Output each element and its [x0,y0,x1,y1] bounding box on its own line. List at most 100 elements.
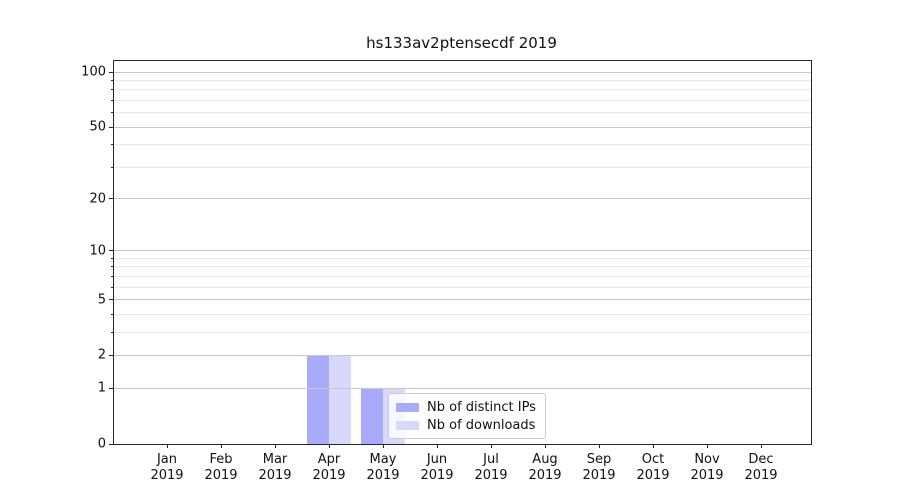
x-tick-month: Jun [426,452,448,467]
gridline-minor [114,266,811,268]
y-axis-minor-tick [111,313,113,315]
x-axis-tick [706,444,708,448]
y-axis-minor-tick [111,79,113,81]
x-axis-tick [436,444,438,448]
gridline-minor [114,166,811,168]
y-axis-tick [109,126,113,128]
x-tick-label: May 2019 [353,452,413,484]
y-axis-tick [109,299,113,301]
y-axis-minor-tick [111,275,113,277]
y-axis-tick [109,387,113,389]
x-tick-month: May [369,452,397,467]
x-axis-tick [166,444,168,448]
x-tick-year: 2019 [744,468,778,483]
x-tick-label: Sep 2019 [569,452,629,484]
y-tick-label: 10 [89,243,106,259]
x-tick-label: Dec 2019 [731,452,791,484]
x-tick-month: Nov [694,452,720,467]
gridline-major [114,126,811,128]
x-tick-year: 2019 [204,468,238,483]
x-tick-label: Jun 2019 [407,452,467,484]
legend-swatch-icon [396,402,419,412]
plot-area: 0 1 2 5 10 20 50 100 Jan 2019 Feb 2019 Mar 2019 Apr 201… [81,60,812,483]
x-tick-year: 2019 [582,468,616,483]
y-tick-label: 1 [97,380,106,396]
gridline-major [114,198,811,200]
x-tick-month: Oct [641,452,665,467]
y-tick-label: 5 [97,292,106,308]
x-axis-tick [544,444,546,448]
x-axis-tick [220,444,222,448]
x-tick-month: Feb [209,452,233,467]
bar-nb-of-distinct-ips-may [361,388,383,444]
x-tick-year: 2019 [366,468,400,483]
gridline-minor [114,144,811,146]
gridline-major [114,299,811,301]
x-tick-year: 2019 [528,468,562,483]
x-tick-label: Jan 2019 [137,452,197,484]
x-tick-year: 2019 [690,468,724,483]
x-tick-year: 2019 [150,468,184,483]
gridline-minor [114,112,811,114]
y-axis-minor-tick [111,166,113,168]
x-tick-label: Mar 2019 [245,452,305,484]
x-axis-tick [760,444,762,448]
x-tick-month: Jan [156,452,178,467]
x-tick-year: 2019 [258,468,292,483]
chart-title: hs133av2ptensecdf 2019 [366,34,557,52]
x-axis-tick [328,444,330,448]
gridline-minor [114,313,811,315]
y-axis-minor-tick [111,286,113,288]
gridline-minor [114,275,811,277]
y-axis-tick [109,198,113,200]
legend-label: Nb of downloads [427,417,536,433]
legend-item: Nb of downloads [396,416,536,434]
bar-nb-of-distinct-ips-apr [307,355,329,444]
x-axis-tick [598,444,600,448]
y-axis-tick [109,71,113,73]
gridline-minor [114,79,811,81]
y-axis-minor-tick [111,89,113,91]
x-tick-year: 2019 [636,468,670,483]
gridline-major [114,354,811,356]
y-tick-label: 20 [89,191,106,207]
legend-label: Nb of distinct IPs [427,399,536,415]
gridline-minor [114,257,811,259]
x-axis-tick [490,444,492,448]
gridline-major [114,71,811,73]
y-axis-minor-tick [111,331,113,333]
gridline-minor [114,99,811,101]
y-axis-tick [109,443,113,445]
bar-nb-of-downloads-apr [329,355,351,444]
x-tick-label: Nov 2019 [677,452,737,484]
x-axis-tick [652,444,654,448]
x-tick-month: Mar [262,452,288,467]
y-axis-minor-tick [111,112,113,114]
x-axis-tick [382,444,384,448]
x-tick-label: Jul 2019 [461,452,521,484]
x-tick-month: Jul [483,452,499,467]
x-tick-label: Oct 2019 [623,452,683,484]
y-tick-label: 50 [89,119,106,135]
x-tick-label: Feb 2019 [191,452,251,484]
y-axis-minor-tick [111,257,113,259]
x-tick-label: Apr 2019 [299,452,359,484]
y-axis-minor-tick [111,266,113,268]
x-tick-month: Apr [317,452,341,467]
y-axis-minor-tick [111,99,113,101]
x-tick-label: Aug 2019 [515,452,575,484]
x-tick-year: 2019 [420,468,454,483]
gridline-minor [114,286,811,288]
legend: Nb of distinct IPs Nb of downloads [388,393,546,439]
x-tick-month: Sep [586,452,612,467]
gridline-major [114,387,811,389]
y-axis-tick [109,354,113,356]
legend-swatch-icon [396,420,419,430]
y-tick-label: 100 [81,64,106,80]
gridline-major [114,250,811,252]
x-tick-month: Aug [532,452,558,467]
x-tick-year: 2019 [312,468,346,483]
x-tick-month: Dec [748,452,774,467]
gridline-minor [114,331,811,333]
x-axis-tick [274,444,276,448]
